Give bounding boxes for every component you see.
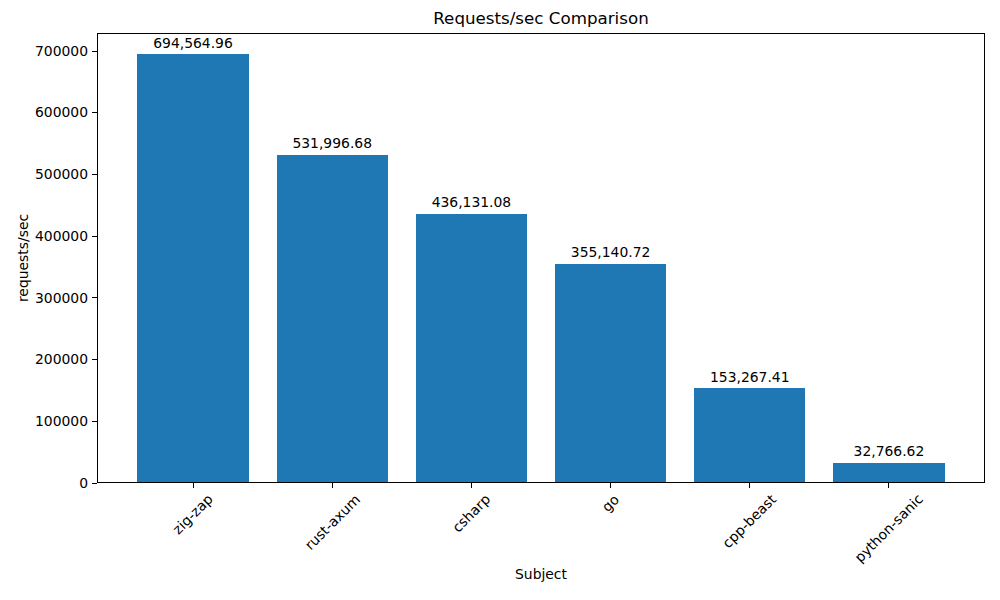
y-tick-label: 700000	[0, 43, 88, 60]
bar-chart-figure: Requests/sec Comparison requests/sec Sub…	[0, 0, 1000, 600]
y-tick-label: 200000	[0, 351, 88, 368]
x-tick-mark	[193, 483, 194, 488]
y-tick-label: 100000	[0, 413, 88, 430]
y-tick-label: 600000	[0, 104, 88, 121]
x-tick-mark	[610, 483, 611, 488]
y-tick-label: 300000	[0, 290, 88, 307]
x-tick-label: zig-zap	[169, 491, 216, 538]
y-tick-label: 0	[0, 475, 88, 492]
y-tick-label: 400000	[0, 228, 88, 245]
x-tick-mark	[749, 483, 750, 488]
x-tick-label: rust-axum	[301, 491, 363, 553]
x-tick-label: python-sanic	[851, 491, 926, 566]
y-tick-label: 500000	[0, 166, 88, 183]
x-tick-mark	[332, 483, 333, 488]
x-tick-mark	[471, 483, 472, 488]
x-tick-mark	[888, 483, 889, 488]
x-tick-label: csharp	[449, 491, 494, 536]
x-tick-label: cpp-beast	[719, 491, 779, 551]
plot-area-frame	[97, 33, 985, 483]
x-tick-label: go	[599, 491, 623, 515]
